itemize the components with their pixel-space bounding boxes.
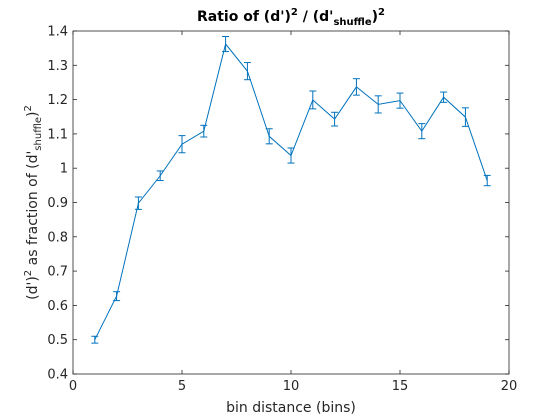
error-bar (156, 170, 164, 182)
y-tick-label: 1 (60, 162, 68, 177)
x-tick-label: 5 (178, 379, 186, 394)
error-bar (91, 335, 99, 344)
error-bar (352, 78, 360, 96)
error-bar (222, 35, 230, 53)
error-bar (483, 174, 491, 187)
plot-content (91, 35, 491, 344)
error-bar (418, 123, 426, 140)
x-tick-label: 10 (283, 379, 300, 394)
error-bar (178, 135, 186, 154)
y-tick-label: 0.7 (47, 265, 68, 280)
error-bar (265, 128, 273, 145)
chart-title: Ratio of (d')2 / (d'shuffle)2 (197, 7, 385, 28)
error-bar (200, 124, 208, 138)
x-tick-label: 15 (392, 379, 409, 394)
y-tick-label: 0.6 (47, 299, 68, 314)
error-bar (287, 147, 295, 164)
y-tick-label: 1.4 (47, 25, 68, 40)
y-tick-label: 1.2 (47, 93, 68, 108)
x-tick-label: 20 (501, 379, 518, 394)
y-tick-label: 0.4 (47, 368, 68, 383)
y-tick-label: 1.1 (47, 127, 68, 142)
y-tick-label: 0.5 (47, 333, 68, 348)
y-tick-label: 0.8 (47, 230, 68, 245)
plot-background (73, 31, 509, 374)
error-bar (331, 111, 339, 127)
error-bar (243, 62, 251, 81)
y-tick-label: 1.3 (47, 59, 68, 74)
error-bar (461, 107, 469, 127)
error-bar (309, 90, 317, 110)
error-bar (440, 91, 448, 103)
x-axis-ticks: 0 5 10 15 20 (69, 31, 517, 394)
error-bar (113, 291, 121, 302)
y-axis-ticks: 0.4 0.5 0.6 0.7 0.8 0.9 1 1.1 1.2 1.3 1.4 (47, 25, 509, 383)
error-bar (396, 92, 404, 109)
y-tick-label: 0.9 (47, 196, 68, 211)
x-tick-label: 0 (69, 379, 77, 394)
x-axis-label: bin distance (bins) (226, 400, 356, 416)
error-bar (134, 196, 142, 210)
y-axis-label: (d')2 as fraction of (d'shuffle)2 (23, 105, 44, 300)
error-bar (374, 95, 382, 114)
